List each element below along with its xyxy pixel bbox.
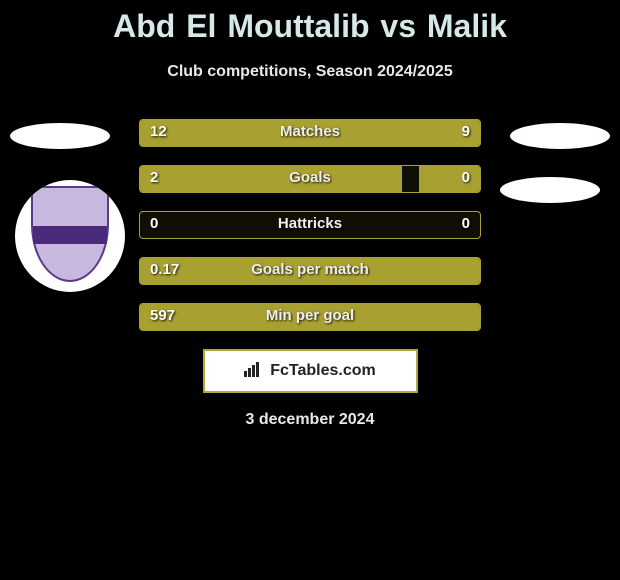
value-right: 9: [462, 123, 470, 140]
stat-row-goals-per-match: 0.17 Goals per match: [0, 257, 620, 285]
value-left: 12: [150, 123, 167, 140]
bar-chart-icon: [244, 361, 264, 382]
stat-row-min-per-goal: 597 Min per goal: [0, 303, 620, 331]
brand-label: FcTables.com: [270, 362, 376, 380]
stats-table: 12 Matches 9 2 Goals 0 0 Hattricks 0 0.1…: [0, 119, 620, 331]
page-title: Abd El Mouttalib vs Malik: [0, 0, 620, 45]
value-left: 0.17: [150, 261, 179, 278]
bar-left: [140, 258, 480, 284]
bar-container: [139, 119, 481, 147]
stat-row-hattricks: 0 Hattricks 0: [0, 211, 620, 239]
bar-container: [139, 303, 481, 331]
stat-row-goals: 2 Goals 0: [0, 165, 620, 193]
value-left: 0: [150, 215, 158, 232]
value-left: 597: [150, 307, 175, 324]
value-right: 0: [462, 169, 470, 186]
bar-right: [419, 166, 480, 192]
bar-left: [140, 120, 334, 146]
bar-container: [139, 165, 481, 193]
value-right: 0: [462, 215, 470, 232]
date-label: 3 december 2024: [0, 411, 620, 429]
bar-right: [334, 120, 480, 146]
subtitle: Club competitions, Season 2024/2025: [0, 63, 620, 81]
value-left: 2: [150, 169, 158, 186]
bar-left: [140, 166, 402, 192]
brand-link[interactable]: FcTables.com: [203, 349, 418, 393]
bar-container: [139, 257, 481, 285]
bar-left: [140, 304, 480, 330]
stat-row-matches: 12 Matches 9: [0, 119, 620, 147]
bar-container: [139, 211, 481, 239]
